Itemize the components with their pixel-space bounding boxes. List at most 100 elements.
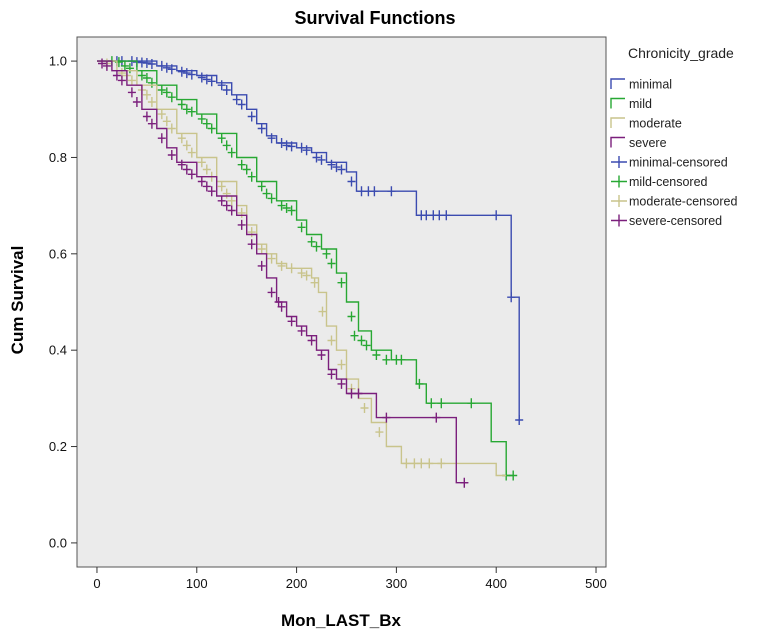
legend-label: moderate — [629, 117, 682, 131]
censor-mark-severe — [432, 412, 441, 423]
censor-mark-moderate — [277, 260, 286, 271]
censor-mark-mild — [322, 248, 331, 259]
censor-mark-moderate — [318, 306, 327, 317]
censor-mark-severe — [277, 301, 286, 312]
censor-mark-minimal — [312, 152, 321, 163]
censor-mark-severe — [167, 150, 176, 160]
censor-mark-minimal — [327, 159, 336, 170]
censor-mark-mild — [157, 85, 166, 95]
censor-mark-mild — [427, 398, 436, 409]
legend-censor-symbol — [611, 214, 627, 227]
censor-mark-mild — [509, 470, 518, 481]
censor-mark-severe — [247, 239, 256, 250]
censor-mark-minimal — [147, 59, 156, 69]
censor-mark-moderate — [437, 458, 446, 469]
censor-mark-severe — [202, 181, 211, 192]
censor-mark-severe — [227, 205, 236, 216]
y-tick-label: 0.6 — [49, 246, 67, 261]
censor-mark-mild — [147, 77, 156, 88]
censor-mark-severe — [132, 97, 141, 107]
censor-mark-minimal — [257, 123, 266, 134]
y-tick-label: 1.0 — [49, 54, 67, 69]
censor-mark-severe — [117, 75, 126, 86]
censor-mark-minimal — [337, 164, 346, 175]
censor-mark-severe — [267, 287, 276, 298]
censor-mark-mild — [357, 335, 366, 346]
censor-mark-moderate — [182, 140, 191, 151]
censor-mark-moderate — [297, 268, 306, 279]
legend-item: mild — [610, 97, 652, 111]
legend-item: minimal — [610, 78, 672, 92]
y-axis: 0.0 0.2 0.4 0.6 0.8 1.0 — [49, 54, 77, 550]
censor-mark-mild — [247, 171, 256, 182]
censor-mark-severe — [157, 133, 166, 144]
censor-mark-severe — [317, 350, 326, 360]
legend-title: Chronicity_grade — [628, 45, 734, 61]
censor-mark-severe — [287, 316, 296, 327]
censor-mark-severe — [327, 369, 336, 380]
censor-mark-minimal — [422, 210, 431, 221]
censor-mark-mild — [382, 354, 391, 365]
legend-label: severe — [629, 136, 667, 150]
censor-mark-mild — [415, 378, 424, 389]
censor-mark-minimal — [370, 186, 379, 197]
legend-censor-symbol — [611, 156, 627, 168]
x-axis-title: Mon_LAST_Bx — [281, 611, 402, 630]
legend-step-symbol — [610, 97, 625, 109]
censor-mark-moderate — [310, 277, 319, 288]
censor-mark-severe — [222, 200, 231, 211]
y-tick-label: 0.4 — [49, 343, 67, 358]
series-severe — [97, 58, 469, 488]
legend-step-symbol — [610, 117, 625, 128]
censor-mark-minimal — [267, 133, 276, 144]
censor-mark-minimal — [177, 66, 186, 77]
series-mild — [97, 56, 518, 481]
censor-mark-mild — [207, 123, 216, 134]
censor-mark-severe — [347, 388, 356, 399]
censor-mark-moderate — [187, 147, 196, 158]
legend-label: mild — [629, 97, 652, 111]
censor-mark-mild — [277, 200, 286, 211]
y-axis-title: Cum Survival — [8, 246, 27, 355]
plot-area — [76, 36, 607, 568]
censor-mark-moderate — [425, 458, 434, 469]
censor-mark-minimal — [347, 176, 356, 187]
censor-mark-severe — [182, 164, 191, 175]
legend-item: severe-censored — [611, 214, 722, 228]
censor-mark-mild — [397, 354, 406, 365]
censor-mark-mild — [327, 258, 336, 269]
censor-mark-moderate — [202, 164, 211, 175]
censor-mark-mild — [202, 118, 211, 129]
censor-mark-minimal — [202, 74, 211, 85]
censor-mark-moderate — [222, 188, 231, 199]
censor-mark-mild — [287, 205, 296, 216]
x-tick-label: 400 — [485, 576, 507, 591]
legend: Chronicity_grade minimal mild moderate seve… — [610, 45, 737, 228]
censor-mark-mild — [182, 104, 191, 115]
censor-mark-mild — [282, 203, 291, 213]
censor-mark-mild — [187, 106, 196, 117]
legend-label: severe-censored — [629, 214, 722, 228]
censor-mark-mild — [177, 99, 186, 110]
legend-label: minimal-censored — [629, 156, 728, 170]
chart-title: Survival Functions — [294, 8, 455, 28]
censor-mark-severe — [177, 159, 186, 170]
censor-mark-minimal — [387, 186, 396, 197]
censor-mark-severe — [102, 60, 111, 71]
censor-mark-severe — [237, 219, 246, 230]
censor-mark-minimal — [197, 72, 206, 83]
x-tick-label: 300 — [386, 576, 408, 591]
censor-mark-moderate — [127, 75, 136, 86]
censor-mark-mild — [197, 113, 206, 124]
censor-mark-minimal — [442, 210, 451, 221]
censor-mark-severe — [307, 335, 316, 346]
censor-mark-mild — [137, 70, 146, 81]
x-tick-label: 200 — [286, 576, 308, 591]
legend-censor-symbol — [611, 175, 627, 188]
censor-mark-severe — [382, 412, 391, 423]
censor-mark-minimal — [182, 68, 191, 79]
censor-mark-minimal — [232, 94, 241, 105]
censor-mark-mild — [267, 193, 276, 204]
survival-line-severe — [97, 60, 469, 484]
